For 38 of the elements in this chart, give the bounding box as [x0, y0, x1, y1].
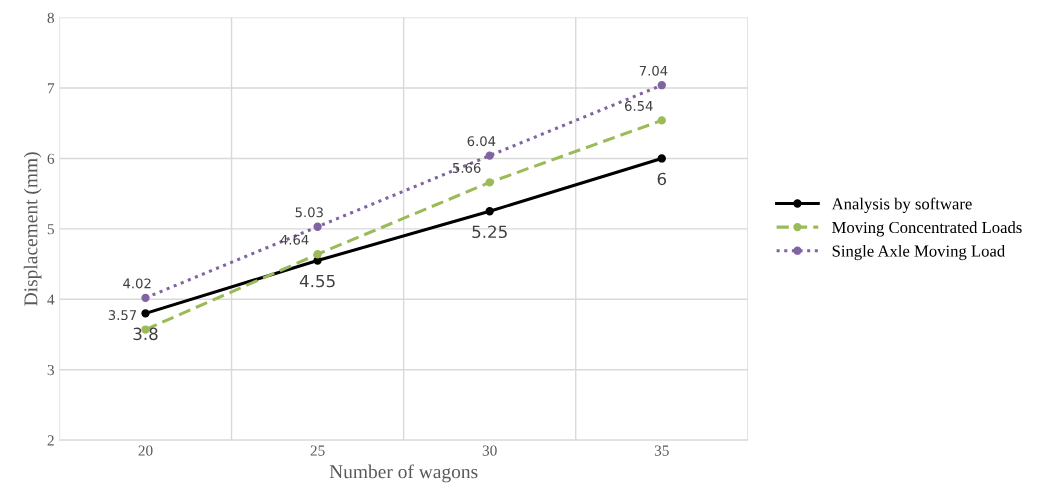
- point: [485, 151, 494, 160]
- y-tick-label: 4: [47, 294, 55, 305]
- y-tick-label: 6: [47, 153, 55, 164]
- y-tick-label: 7: [47, 83, 55, 94]
- data-label: 5.03: [295, 207, 323, 218]
- x-tick-label: 20: [138, 445, 153, 456]
- point: [313, 250, 322, 259]
- y-axis-title: Displacement (mm): [23, 152, 42, 306]
- data-label: 6: [657, 172, 667, 186]
- data-label: 5.25: [472, 225, 507, 239]
- y-tick-label: 5: [47, 224, 54, 235]
- data-label: 6.04: [467, 136, 496, 147]
- y-tick-label: 2: [47, 435, 54, 446]
- y-tick-label: 3: [47, 364, 54, 376]
- point: [485, 207, 494, 216]
- data-label: 4.02: [123, 278, 151, 289]
- data-label: 5.66: [453, 162, 481, 173]
- data-label: 3.8: [133, 327, 158, 341]
- x-axis-title: Number of wagons: [329, 464, 478, 483]
- legend-label: Moving Concentrated Loads: [832, 221, 1022, 237]
- legend-label: Analysis by software: [831, 197, 972, 213]
- point: [313, 256, 322, 265]
- data-label: 6.54: [624, 100, 653, 111]
- point: [657, 116, 666, 125]
- point: [657, 81, 666, 90]
- data-label: 4.55: [299, 274, 335, 288]
- point: [141, 309, 150, 318]
- x-tick-label: 25: [310, 445, 325, 456]
- x-tick-label: 35: [654, 445, 669, 456]
- point: [141, 293, 150, 303]
- point: [485, 178, 494, 187]
- legend-label: Single Axle Moving Load: [832, 244, 1005, 261]
- y-tick-label: 8: [47, 12, 55, 24]
- x-tick-label: 30: [482, 445, 497, 456]
- point: [657, 154, 666, 163]
- point: [313, 222, 322, 231]
- data-label: 3.57: [108, 310, 137, 321]
- data-label: 7.04: [639, 65, 668, 76]
